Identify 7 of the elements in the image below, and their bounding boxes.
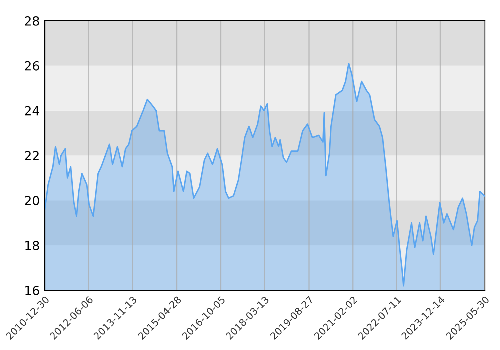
y-tick-label: 28 <box>25 16 40 26</box>
y-tick-label: 26 <box>25 61 40 71</box>
y-tick-label: 20 <box>25 196 40 206</box>
y-tick-label: 22 <box>25 151 39 160</box>
y-tick-label: 24 <box>25 106 40 116</box>
y-tick-label: 18 <box>26 241 40 251</box>
y-tick-label: 16 <box>26 286 40 296</box>
